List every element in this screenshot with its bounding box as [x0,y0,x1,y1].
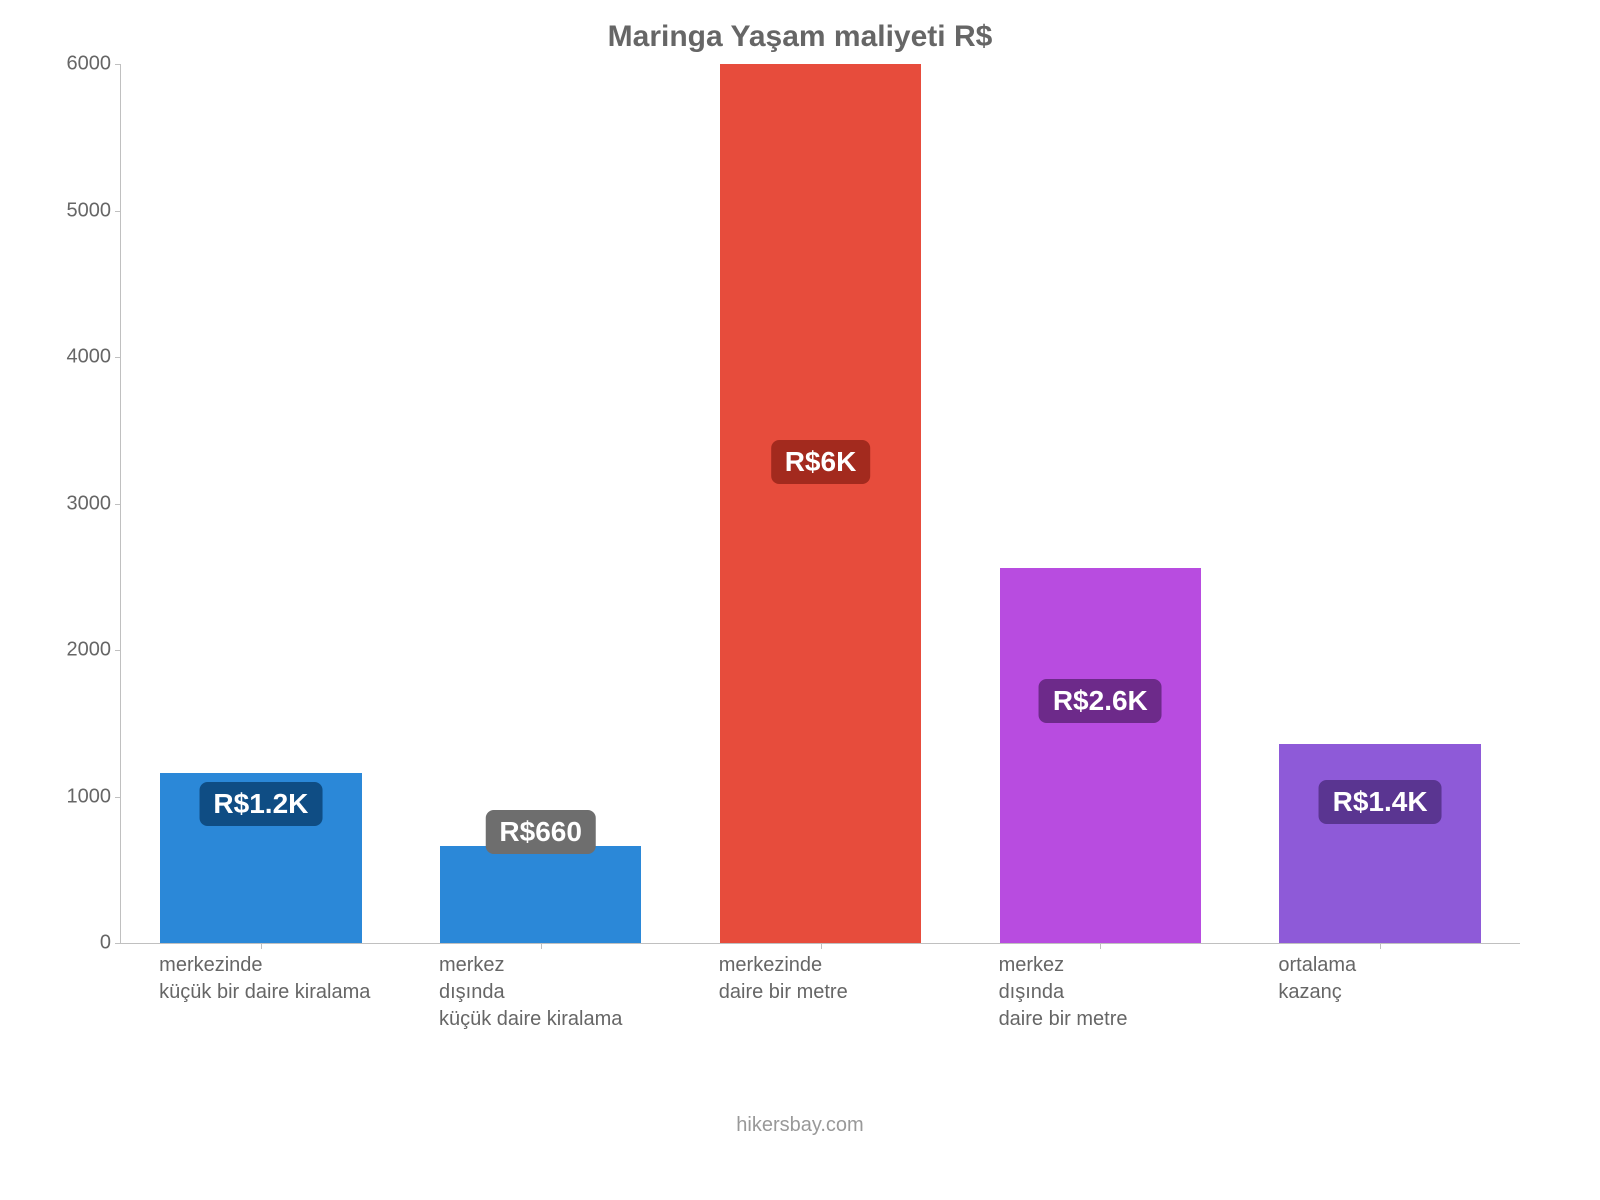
x-axis-labels: merkezinde küçük bir daire kiralama merke… [120,944,1520,1084]
y-tick-mark [115,504,121,505]
plot-area: 0100020003000400050006000R$1.2KR$660R$6K… [120,64,1520,944]
y-tick-mark [115,650,121,651]
y-tick-mark [115,797,121,798]
x-category-label: merkezinde daire bir metre [719,952,960,1006]
chart-container: Maringa Yaşam maliyeti R$ 0 1000 2000 3000 4… [0,0,1600,1200]
x-category-label: merkez dışında küçük daire kiralama [439,952,680,1033]
y-tick-label: 3000 [51,492,111,515]
bar [1000,568,1201,943]
x-category-label: merkez dışında daire bir metre [999,952,1240,1033]
chart-title: Maringa Yaşam maliyeti R$ [40,20,1560,54]
y-tick-label: 0 [51,932,111,955]
y-tick-label: 4000 [51,346,111,369]
bar-value-label: R$660 [485,810,596,854]
y-tick-label: 2000 [51,639,111,662]
bar-value-label: R$2.6K [1039,679,1162,723]
bar-value-label: R$1.4K [1319,780,1442,824]
chart-footer: hikersbay.com [40,1114,1560,1137]
x-category-label: merkezinde küçük bir daire kiralama [159,952,400,1006]
bar [1279,744,1480,943]
bar-value-label: R$6K [771,440,871,484]
x-category-label: ortalama kazanç [1278,952,1519,1006]
y-tick-mark [115,357,121,358]
y-tick-label: 5000 [51,199,111,222]
y-tick-mark [115,211,121,212]
bar [720,64,921,943]
bar-value-label: R$1.2K [199,782,322,826]
bar [440,846,641,943]
y-tick-mark [115,64,121,65]
y-tick-label: 1000 [51,785,111,808]
y-tick-label: 6000 [51,53,111,76]
